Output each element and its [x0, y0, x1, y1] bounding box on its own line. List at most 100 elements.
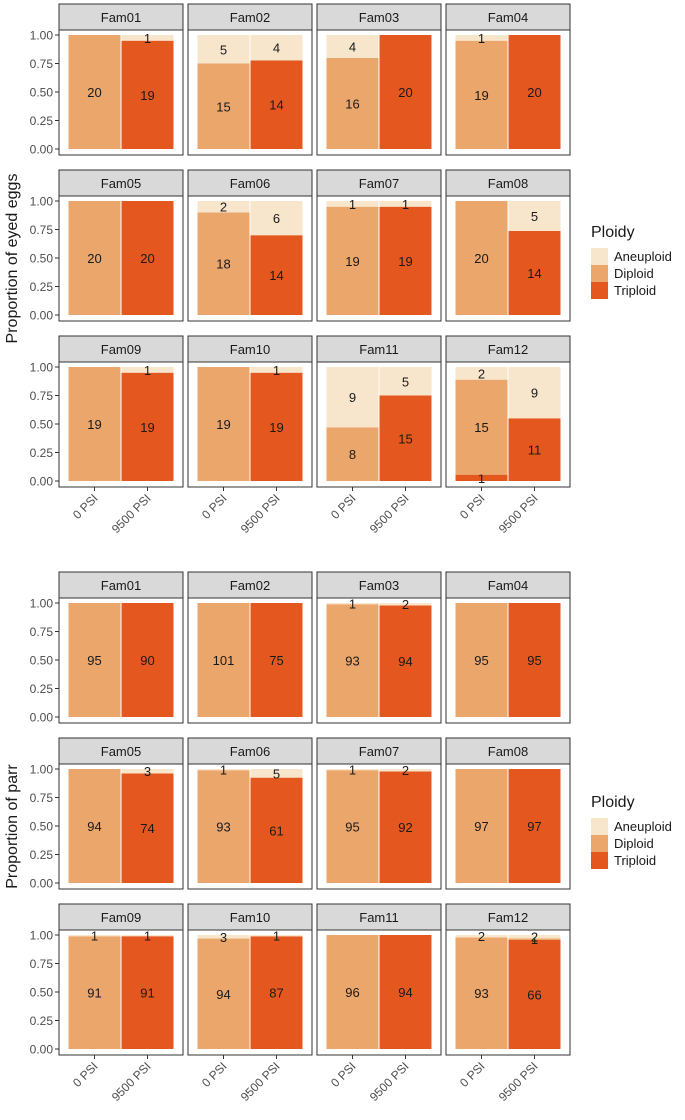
facet-title: Fam12	[488, 910, 528, 925]
bar-triploid	[250, 936, 303, 1049]
bar-aneuploid	[68, 935, 121, 937]
bar-label-aneuploid: 5	[220, 42, 227, 57]
bar-aneuploid	[455, 935, 508, 938]
bar-label-triploid: 87	[269, 986, 283, 1001]
bar-triploid	[379, 206, 432, 315]
facet-title: Fam11	[359, 910, 399, 925]
bar-aneuploid	[326, 35, 379, 58]
y-tick-label: 0.00	[30, 711, 54, 725]
bar-triploid	[508, 418, 561, 481]
legend-label-diploid: Diploid	[614, 266, 654, 281]
facet-strip	[187, 737, 313, 765]
bar-label-diploid: 95	[345, 820, 359, 835]
bar-aneuploid	[508, 201, 561, 231]
facet-fam09: Fam09 19 19 1 0.00 0.25 0.50 0.75 1.00 0 PSI 9500 …	[30, 335, 184, 536]
facet-fam10: Fam10 94 3 87 1 0 PSI 9500 PSI	[187, 903, 313, 1104]
bar-aneuploid	[508, 367, 561, 419]
bar-aneuploid	[455, 35, 508, 41]
bar-label-triploid: 75	[269, 653, 283, 668]
bar-aneuploid	[250, 935, 303, 937]
panel-border	[316, 597, 442, 724]
bar-label-aneuploid: 9	[349, 390, 356, 405]
bar-label-aneuploid: 2	[478, 929, 485, 944]
bar-aneuploid	[121, 367, 174, 373]
bar-triploid	[250, 372, 303, 481]
facet-title: Fam11	[359, 342, 399, 357]
facet-title: Fam10	[230, 342, 270, 357]
y-tick-label: 0.25	[30, 848, 54, 862]
bar-label-diploid: 95	[87, 653, 101, 668]
bar-label-triploid: 61	[269, 823, 283, 838]
x-tick-label: 9500 PSI	[238, 1059, 283, 1104]
bar-triploid	[508, 231, 561, 315]
facet-strip	[445, 903, 571, 931]
facet-title: Fam01	[101, 10, 141, 25]
bar-diploid	[326, 935, 379, 1049]
bar-label-diploid: 94	[216, 987, 230, 1002]
facet-fam03: Fam03 93 1 94 2	[316, 571, 442, 724]
y-tick-label: 0.50	[30, 86, 54, 100]
bar-label-aneuploid: 9	[531, 386, 538, 401]
bar-label-aneuploid: 1	[478, 31, 485, 46]
facet-title: Fam04	[488, 10, 528, 25]
facet-fam04: Fam04 95 95	[445, 571, 571, 724]
bar-aneuploid	[250, 367, 303, 373]
y-tick-label: 1.00	[30, 361, 54, 375]
bar-label-triploid: 20	[398, 85, 412, 100]
facet-title: Fam07	[359, 176, 399, 191]
bar-label-aneuploid: 2	[478, 366, 485, 381]
bar-triploid	[508, 939, 561, 1049]
bar-label-triploid: 14	[269, 268, 283, 283]
facet-fam04: Fam04 19 1 20	[445, 3, 571, 156]
x-tick-label: 9500 PSI	[496, 1059, 541, 1104]
bar-label-triploid: 97	[527, 819, 541, 834]
bar-diploid	[68, 35, 121, 149]
bar-diploid	[197, 367, 250, 481]
bar-diploid	[326, 604, 379, 717]
facet-title: Fam03	[359, 578, 399, 593]
bar-aneuploid	[379, 603, 432, 606]
y-tick-label: 1.00	[30, 195, 54, 209]
facet-strip	[58, 571, 184, 599]
y-tick-label: 0.50	[30, 252, 54, 266]
y-tick-label: 0.75	[30, 389, 54, 403]
bar-label-diploid: 16	[345, 96, 359, 111]
bar-aneuploid	[121, 35, 174, 41]
y-tick-label: 0.00	[30, 143, 54, 157]
bar-triploid	[250, 235, 303, 315]
bar-diploid	[508, 938, 561, 940]
bar-aneuploid	[250, 201, 303, 236]
bar-diploid	[455, 603, 508, 717]
bar-label-triploid: 66	[527, 987, 541, 1002]
x-tick-label: 9500 PSI	[238, 491, 283, 536]
bar-label-aneuploid: 1	[220, 763, 227, 778]
x-tick-label: 0 PSI	[199, 491, 230, 522]
bar-aneuploid	[326, 201, 379, 207]
bar-triploid	[379, 395, 432, 481]
bar-label-aneuploid: 2	[402, 763, 409, 778]
bar-label-aneuploid: 5	[402, 374, 409, 389]
bar-label-triploid: 14	[269, 98, 283, 113]
bar-label-triploid: 20	[140, 251, 154, 266]
y-tick-label: 0.50	[30, 986, 54, 1000]
panel-border	[316, 195, 442, 322]
facet-fam06: Fam06 18 2 14 6	[187, 169, 313, 322]
panel-border	[187, 361, 313, 488]
bar-label-aneuploid: 2	[402, 597, 409, 612]
bar-label-aneuploid: 2	[220, 200, 227, 215]
bar-label-diploid: 8	[349, 447, 356, 462]
facet-strip	[316, 169, 442, 197]
facet-title: Fam06	[230, 176, 270, 191]
x-tick-label: 9500 PSI	[367, 491, 412, 536]
facet-title: Fam10	[230, 910, 270, 925]
bar-label-aneuploid: 6	[273, 211, 280, 226]
panel-border	[316, 361, 442, 488]
bar-triploid	[508, 35, 561, 149]
facet-fam02: Fam02 15 5 14 4	[187, 3, 313, 156]
bar-label-diploid: 93	[216, 820, 230, 835]
bar-label-diploid: 93	[345, 654, 359, 669]
bar-diploid	[68, 603, 121, 717]
facet-fam12: Fam12 1 15 2 11 9 0 PSI 9500 PSI	[445, 335, 571, 536]
